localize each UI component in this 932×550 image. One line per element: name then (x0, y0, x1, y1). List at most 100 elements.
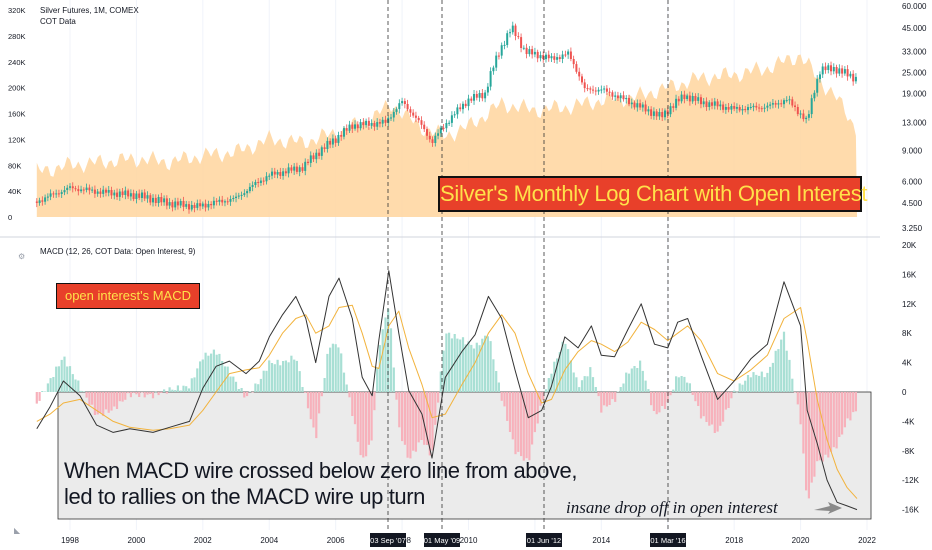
symbol-title[interactable]: Silver Futures, 1M, COMEX (40, 6, 139, 15)
price-candles-group (35, 21, 857, 214)
candle-body (362, 122, 365, 126)
histogram-bar (658, 392, 661, 413)
time-tick-label: 1998 (61, 536, 79, 545)
histogram-bar (730, 392, 733, 399)
macd-indicator-label[interactable]: MACD (12, 26, COT Data: Open Interest, 9… (40, 247, 196, 256)
histogram-bar (456, 338, 459, 392)
candle-body (661, 112, 664, 118)
histogram-bar (204, 352, 207, 392)
histogram-bar (821, 392, 824, 462)
candle-body (359, 122, 362, 129)
histogram-bar (57, 366, 60, 392)
candle-body (146, 195, 149, 199)
candle-body (367, 120, 370, 126)
candle-body (265, 176, 268, 182)
candle-body (683, 94, 686, 99)
oi-tick-label: 320K (8, 6, 26, 15)
macd-note-line-2[interactable]: led to rallies on the MACD wire up turn (64, 484, 426, 509)
histogram-bar (561, 341, 564, 392)
histogram-bar (442, 350, 445, 392)
candle-body (760, 108, 763, 110)
settings-icon[interactable]: ⚙ (18, 252, 26, 261)
histogram-bar (312, 392, 315, 428)
candle-body (769, 104, 772, 106)
candle-body (251, 185, 254, 187)
histogram-bar (282, 361, 285, 392)
candle-body (35, 201, 38, 203)
histogram-bar (547, 378, 550, 392)
candle-body (605, 88, 608, 92)
histogram-bar (556, 358, 559, 392)
histogram-bar (741, 384, 744, 392)
candle-body (326, 140, 329, 149)
candle-body (337, 135, 340, 143)
candle-body (41, 200, 44, 202)
candle-body (473, 94, 475, 101)
histogram-bar (791, 378, 794, 392)
candle-body (700, 97, 702, 105)
histogram-bar (793, 392, 797, 393)
candle-body (675, 98, 678, 108)
macd-note-line-1[interactable]: When MACD wire crossed below zero line f… (64, 458, 578, 483)
candle-body (594, 90, 597, 92)
histogram-bar (766, 372, 769, 392)
histogram-bar (226, 366, 229, 392)
histogram-bar (129, 392, 132, 398)
macd-tick-label: -8K (902, 447, 915, 456)
candle-body (237, 195, 240, 197)
candle-body (154, 197, 157, 203)
histogram-bar (140, 392, 144, 393)
candle-body (60, 192, 63, 194)
candle-body (392, 111, 395, 118)
histogram-bar (688, 383, 691, 392)
candle-body (354, 124, 356, 129)
date-marker-lines (387, 0, 669, 530)
candle-body (428, 135, 431, 140)
histogram-bar (650, 392, 653, 406)
histogram-bar (699, 392, 703, 419)
histogram-bar (38, 392, 41, 401)
histogram-bar (807, 392, 810, 499)
candle-body (691, 96, 694, 102)
histogram-bar (318, 392, 321, 414)
macd-annotation[interactable]: open interest's MACD (56, 283, 200, 309)
chart-title-annotation[interactable]: Silver's Monthly Log Chart with Open Int… (438, 176, 868, 212)
candle-body (163, 198, 166, 203)
histogram-bar (539, 392, 542, 406)
candle-body (628, 98, 630, 105)
candle-body (511, 25, 514, 33)
price-tick-label: 45.000 (902, 24, 927, 33)
signal-line (36, 304, 858, 499)
histogram-bar (270, 363, 274, 392)
histogram-bar (616, 391, 619, 392)
histogram-bar (713, 392, 716, 433)
histogram-bar (71, 374, 74, 392)
histogram-bar (381, 329, 384, 392)
candle-body (55, 193, 58, 195)
candle-body (80, 189, 83, 192)
cot-indicator-label[interactable]: COT Data (40, 17, 76, 26)
candle-body (309, 155, 312, 163)
candle-body (201, 203, 204, 207)
candle-body (365, 120, 368, 126)
candle-body (179, 201, 182, 206)
histogram-bar (492, 359, 495, 392)
histogram-bar (738, 383, 741, 392)
candle-body (655, 111, 658, 117)
histogram-bar (174, 390, 177, 392)
histogram-bar (403, 392, 406, 445)
candle-body (630, 102, 633, 105)
candle-body (611, 92, 614, 97)
candle-body (497, 55, 500, 57)
candle-body (622, 95, 625, 100)
candle-body (835, 67, 838, 74)
candle-body (157, 197, 160, 203)
candle-body (434, 135, 437, 143)
histogram-bar (461, 337, 465, 392)
drop-off-note[interactable]: insane drop off in open interest (566, 498, 778, 517)
candle-body (716, 101, 719, 107)
histogram-bar (733, 390, 736, 392)
histogram-bar (854, 392, 857, 412)
time-tick-label: 2000 (128, 536, 146, 545)
histogram-bar (340, 353, 343, 392)
